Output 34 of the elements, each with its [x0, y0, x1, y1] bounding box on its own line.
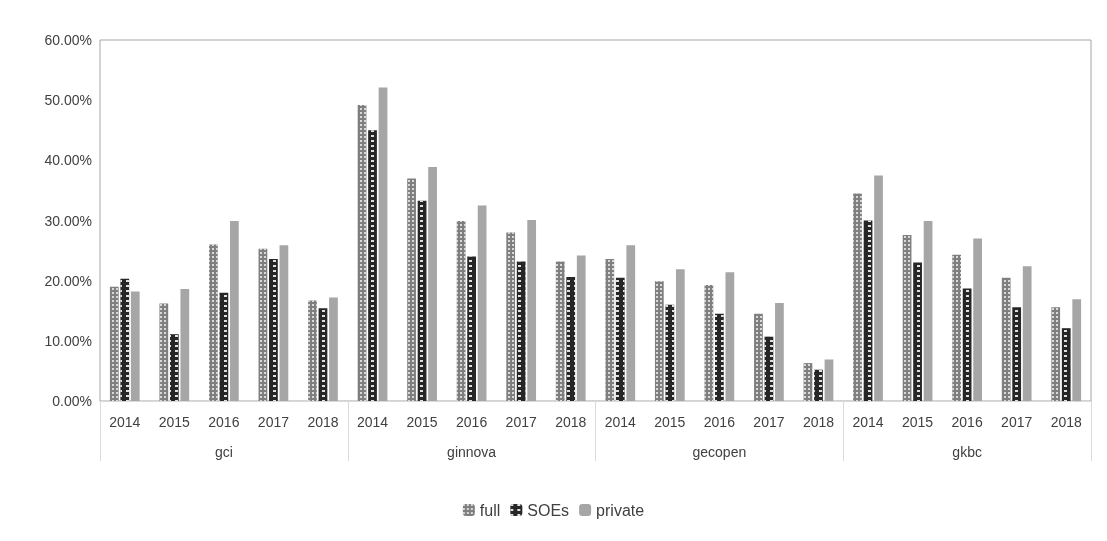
legend-label: private	[596, 501, 645, 519]
x-tick-label: 2017	[505, 414, 537, 430]
x-tick-label: 2016	[456, 414, 488, 430]
y-tick-label: 10.00%	[44, 332, 92, 349]
x-tick-label: 2014	[109, 414, 141, 430]
y-tick-label: 30.00%	[44, 212, 92, 229]
x-tick-label: 2015	[406, 414, 438, 430]
legend-label: SOEs	[527, 501, 570, 519]
x-tick-label: 2014	[604, 414, 637, 430]
text: ginnova	[447, 444, 497, 460]
text: gecopen	[692, 444, 747, 460]
x-tick-label: 2018	[307, 414, 339, 430]
x-tick-label: 2017	[257, 414, 290, 430]
x-tick-label: 2015	[654, 414, 686, 430]
y-tick-label: 0.00%	[52, 393, 92, 409]
x-tick-label: 2018	[802, 414, 835, 430]
x-tick-label: 2017	[1001, 414, 1033, 430]
x-tick-label: 2015	[902, 414, 934, 430]
x-tick-label: 2016	[208, 414, 240, 430]
text: gkbc	[952, 444, 982, 460]
x-tick-label: 2016	[951, 414, 983, 430]
text: gci	[214, 444, 233, 460]
x-tick-label: 2018	[1050, 414, 1083, 430]
y-tick-label: 60.00%	[44, 32, 92, 48]
x-tick-label: 2017	[753, 414, 785, 430]
y-tick-label: 40.00%	[44, 152, 92, 169]
x-tick-label: 2015	[158, 414, 191, 430]
x-tick-label: 2014	[356, 414, 389, 430]
x-tick-label: 2014	[852, 414, 884, 430]
legend-label: full	[479, 501, 501, 519]
x-tick-label: 2018	[555, 414, 587, 430]
y-tick-label: 50.00%	[44, 92, 92, 109]
x-tick-label: 2016	[703, 414, 736, 430]
y-tick-label: 20.00%	[44, 272, 92, 289]
